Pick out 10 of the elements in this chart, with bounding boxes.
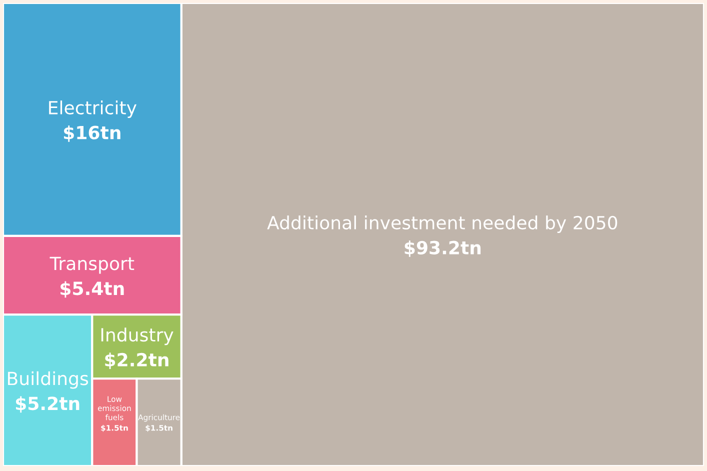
category-label: Additional investment needed by 2050 (267, 216, 618, 234)
data-label: $5.4tn (60, 281, 124, 298)
data-label: $2.2tn (105, 352, 168, 369)
category-label: Industry (101, 328, 174, 346)
category-label: Buildings (8, 371, 88, 389)
data-label: $16tn (64, 125, 120, 142)
data-label: $93.2tn (404, 240, 481, 257)
category-label: Transport (50, 256, 134, 274)
data-label: $5.2tn (16, 396, 80, 413)
category-label: Electricity (49, 100, 136, 118)
